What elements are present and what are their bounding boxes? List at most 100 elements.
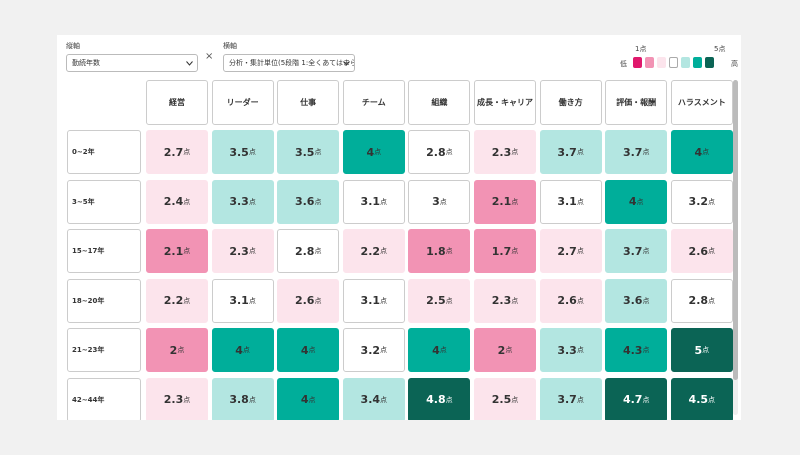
cell-unit: 点 — [380, 247, 388, 255]
cell-value: 3.3 — [229, 195, 249, 208]
cell-unit: 点 — [505, 346, 513, 354]
cell-unit: 点 — [708, 197, 716, 206]
column-header: 評価・報酬 — [605, 80, 668, 125]
heatmap-cell: 3.7 点 — [539, 377, 602, 420]
cell-value: 3 — [432, 195, 440, 208]
legend-unit: 点 — [639, 45, 647, 53]
cell-unit: 点 — [439, 197, 447, 206]
heatmap-cell: 4.8 点 — [408, 377, 471, 420]
heatmap-cell: 3.5 点 — [211, 130, 274, 174]
legend-swatch — [657, 57, 666, 68]
heatmap-cell: 2.4 点 — [146, 179, 208, 224]
card: 縦軸 勤続年数 × 横軸 分析・集計単位(5段階 1:全くあてはまら 1点 5点… — [57, 35, 741, 420]
cell-value: 2.8 — [294, 244, 315, 258]
cell-value: 4 — [432, 343, 440, 357]
cell-unit: 点 — [314, 247, 322, 255]
heatmap-cell: 2.1 点 — [474, 179, 536, 224]
cell-unit: 点 — [642, 395, 650, 404]
cell-value: 3.4 — [360, 393, 381, 406]
cell-value: 3.7 — [622, 145, 643, 159]
cell-value: 2.6 — [688, 244, 709, 258]
cell-value: 4.3 — [622, 343, 643, 357]
heatmap-cell: 3.7 点 — [605, 130, 668, 174]
cell-unit: 点 — [642, 247, 650, 255]
cell-value: 3.1 — [557, 195, 577, 208]
heatmap-cell: 3.5 点 — [277, 130, 340, 174]
cell-unit: 点 — [374, 148, 382, 156]
column-header: 働き方 — [539, 80, 602, 125]
row-header: 42~44年 — [67, 377, 141, 420]
cell-unit: 点 — [248, 395, 256, 404]
legend-swatch — [705, 57, 714, 68]
legend-high: 高 — [731, 60, 738, 68]
cell-value: 2.6 — [294, 294, 315, 307]
heatmap-cell: 2.3 点 — [474, 130, 536, 174]
heatmap-cell: 2.7 点 — [146, 130, 208, 174]
scrollbar[interactable] — [733, 80, 738, 415]
cell-value: 4 — [694, 145, 703, 159]
cell-value: 2.7 — [163, 145, 184, 159]
cell-unit: 点 — [308, 346, 316, 354]
cell-unit: 点 — [314, 148, 322, 156]
cell-unit: 点 — [702, 148, 710, 156]
cell-value: 2.5 — [491, 393, 512, 406]
cell-unit: 点 — [511, 395, 519, 404]
cell-unit: 点 — [708, 395, 716, 404]
cell-unit: 点 — [576, 395, 584, 404]
cell-unit: 点 — [183, 247, 191, 255]
legend-max-value: 5 — [714, 45, 719, 53]
cell-unit: 点 — [445, 247, 453, 255]
cell-value: 3.6 — [622, 294, 643, 307]
vertical-select[interactable]: 勤続年数 — [66, 54, 198, 72]
cell-value: 3.1 — [229, 294, 249, 307]
heatmap-cell: 3.7 点 — [605, 229, 668, 273]
heatmap-cell: 2.2 点 — [146, 278, 208, 323]
heatmap-cell: 2.6 点 — [539, 278, 602, 323]
cell-unit: 点 — [576, 148, 584, 156]
cell-unit: 点 — [445, 395, 453, 404]
heatmap-cell: 3.6 点 — [277, 179, 340, 224]
cell-unit: 点 — [511, 247, 519, 255]
scroll-thumb[interactable] — [733, 80, 738, 380]
cell-unit: 点 — [511, 296, 519, 305]
cell-unit: 点 — [636, 197, 644, 206]
heatmap-cell: 3.8 点 — [211, 377, 274, 420]
cell-value: 3.2 — [360, 343, 381, 357]
cell-value: 4.5 — [688, 393, 709, 406]
cell-unit: 点 — [439, 346, 447, 354]
column-header: 成長・キャリア — [474, 80, 536, 125]
cell-unit: 点 — [183, 296, 191, 305]
cell-unit: 点 — [183, 395, 191, 404]
cell-unit: 点 — [511, 197, 519, 206]
heatmap-cell: 3.4 点 — [342, 377, 405, 420]
cell-value: 3.3 — [557, 343, 577, 357]
horizontal-select[interactable]: 分析・集計単位(5段階 1:全くあてはまら — [223, 54, 355, 72]
cell-value: 3.7 — [557, 145, 577, 159]
cell-value: 2.7 — [557, 244, 577, 258]
cell-value: 1.8 — [426, 244, 446, 258]
column-header: 組織 — [408, 80, 471, 125]
horizontal-label: 横軸 — [223, 42, 237, 50]
cell-unit: 点 — [380, 296, 388, 305]
legend-swatch — [669, 57, 678, 68]
heatmap-cell: 4.5 点 — [670, 377, 733, 420]
heatmap-cell: 1.8 点 — [408, 229, 471, 273]
cell-value: 3.5 — [229, 145, 249, 159]
heatmap-cell: 2.1 点 — [146, 229, 208, 273]
cell-unit: 点 — [708, 247, 716, 255]
cell-value: 2.2 — [360, 244, 381, 258]
cell-value: 3.7 — [622, 244, 643, 258]
column-header: 仕事 — [277, 80, 340, 125]
heatmap-cell: 2.3 点 — [146, 377, 208, 420]
cell-value: 2 — [497, 343, 506, 357]
cell-unit: 点 — [183, 197, 191, 206]
cell-value: 3.8 — [229, 393, 249, 406]
heatmap-cell: 3.1 点 — [342, 278, 405, 323]
